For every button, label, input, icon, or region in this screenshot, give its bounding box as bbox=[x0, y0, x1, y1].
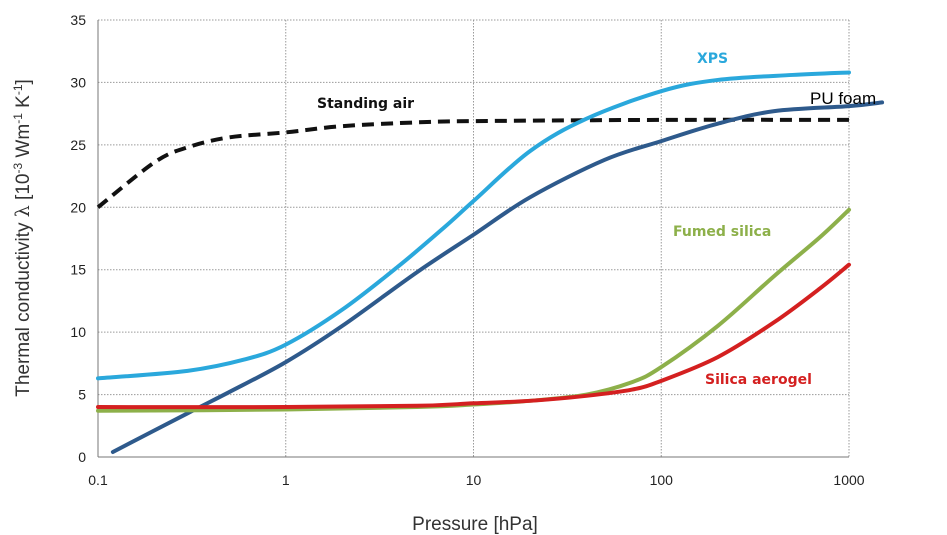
tick-labels: 0 5 10 15 20 25 30 35 0.1 1 10 100 1000 bbox=[70, 12, 864, 488]
label-silica-aerogel: Silica aerogel bbox=[705, 372, 812, 388]
x-tick-label: 0.1 bbox=[88, 472, 108, 488]
y-tick-label: 15 bbox=[70, 262, 86, 278]
label-xps: XPS bbox=[697, 51, 728, 67]
label-standing-air: Standing air bbox=[317, 96, 414, 112]
y-tick-label: 25 bbox=[70, 137, 86, 153]
y-axis-title-unit-4: ] bbox=[13, 79, 34, 84]
y-tick-label: 35 bbox=[70, 12, 86, 28]
label-pu-foam: PU foam bbox=[810, 89, 876, 108]
y-tick-label: 5 bbox=[78, 387, 86, 403]
y-axis-title-main: Thermal conductivity bbox=[13, 217, 34, 397]
y-tick-label: 10 bbox=[70, 324, 86, 340]
x-axis-title: Pressure [hPa] bbox=[412, 514, 538, 535]
y-axis-title-sup-3: -1 bbox=[11, 84, 25, 95]
y-axis-title-unit-3: K bbox=[13, 95, 34, 113]
y-tick-label: 0 bbox=[78, 449, 86, 465]
x-tick-label: 1000 bbox=[833, 472, 864, 488]
label-fumed-silica: Fumed silica bbox=[673, 224, 771, 240]
y-axis-title-sup-1: -3 bbox=[11, 163, 25, 174]
y-axis-title-unit-1: [10 bbox=[13, 174, 34, 206]
y-axis-title-sup-2: -1 bbox=[11, 113, 25, 124]
y-axis-title-lambda: λ bbox=[12, 205, 34, 217]
y-axis-title-unit-2: Wm bbox=[13, 124, 34, 163]
x-tick-label: 10 bbox=[466, 472, 482, 488]
series-group bbox=[96, 70, 885, 455]
y-tick-label: 20 bbox=[70, 199, 86, 215]
x-tick-label: 100 bbox=[650, 472, 674, 488]
y-tick-label: 30 bbox=[70, 74, 86, 90]
series-line-standing-air bbox=[96, 117, 850, 209]
series-line-pu-foam bbox=[110, 100, 885, 455]
series-line-xps bbox=[96, 70, 851, 381]
y-axis-title: Thermal conductivity λ [10-3 Wm-1 K-1] bbox=[11, 79, 34, 397]
x-tick-label: 1 bbox=[282, 472, 290, 488]
series-line-silica-aerogel bbox=[96, 262, 851, 410]
